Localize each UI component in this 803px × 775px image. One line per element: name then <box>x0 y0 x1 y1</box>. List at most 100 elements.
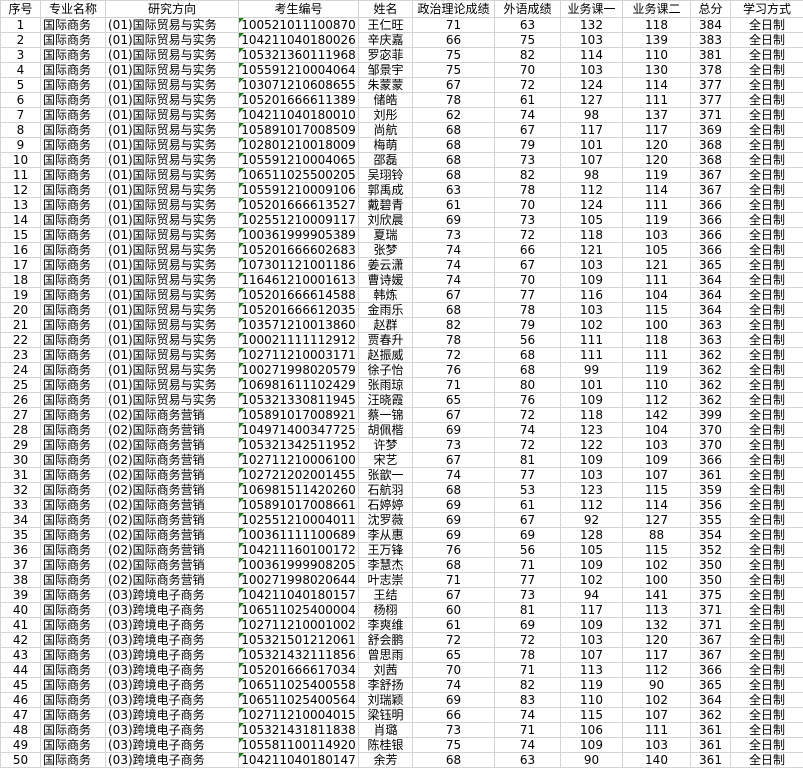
table-cell: 全日制 <box>730 437 803 453</box>
table-cell: 国际商务 <box>40 467 106 483</box>
table-cell: 许梦 <box>358 437 413 453</box>
table-cell: 99 <box>560 362 623 378</box>
table-cell: 72 <box>412 632 495 648</box>
table-cell: 94 <box>560 587 623 603</box>
table-cell: 113 <box>560 662 623 678</box>
table-cell: 国际商务 <box>40 332 106 348</box>
table-cell: 74 <box>494 737 561 753</box>
table-cell: 109 <box>560 617 623 633</box>
table-cell: 李爽维 <box>358 617 413 633</box>
table-cell: 41 <box>0 617 41 633</box>
table-row: 5 国际商务 (01)国际贸易与实务 103071210608655 朱蒙蒙 67 72 12… <box>0 77 803 93</box>
table-cell: 石婷婷 <box>358 497 413 513</box>
table-cell: (01)国际贸易与实务 <box>105 197 239 213</box>
table-cell: 76 <box>412 362 495 378</box>
table-cell: 68 <box>412 482 495 498</box>
table-cell: (01)国际贸易与实务 <box>105 92 239 108</box>
table-cell: 全日制 <box>730 182 803 198</box>
table-row: 17 国际商务 (01)国际贸易与实务 107301121001186 姜云潇 74 67 1… <box>0 257 803 273</box>
table-cell: 国际商务 <box>40 182 106 198</box>
table-cell: 69 <box>494 527 561 543</box>
table-cell: 全日制 <box>730 542 803 558</box>
table-cell: 12 <box>0 182 41 198</box>
table-cell: (01)国际贸易与实务 <box>105 392 239 408</box>
table-cell: 国际商务 <box>40 452 106 468</box>
table-cell: 107 <box>622 707 691 723</box>
table-cell: 63 <box>494 752 561 768</box>
table-cell: 全日制 <box>730 257 803 273</box>
table-row: 46 国际商务 (03)跨境电子商务 106511025400564 刘瑞颖 69 83 11… <box>0 692 803 708</box>
table-cell: 全日制 <box>730 47 803 63</box>
table-row: 47 国际商务 (03)跨境电子商务 102711210004015 梁钰明 66 74 11… <box>0 707 803 723</box>
table-cell: 全日制 <box>730 392 803 408</box>
table-cell: 383 <box>690 32 731 48</box>
table-cell: 377 <box>690 77 731 93</box>
table-cell: 100271998020579 <box>238 362 359 378</box>
table-cell: 22 <box>0 332 41 348</box>
table-cell: 70 <box>412 662 495 678</box>
table-cell: 全日制 <box>730 242 803 258</box>
table-cell: 国际商务 <box>40 482 106 498</box>
table-cell: 102 <box>560 572 623 588</box>
table-cell: 107 <box>622 467 691 483</box>
table-cell: 全日制 <box>730 197 803 213</box>
table-cell: 122 <box>560 437 623 453</box>
table-cell: 国际商务 <box>40 722 106 738</box>
table-cell: 399 <box>690 407 731 423</box>
table-cell: 国际商务 <box>40 287 106 303</box>
table-cell: 国际商务 <box>40 602 106 618</box>
table-cell: 98 <box>560 167 623 183</box>
table-cell: 116 <box>560 287 623 303</box>
table-cell: (01)国际贸易与实务 <box>105 137 239 153</box>
table-cell: 国际商务 <box>40 242 106 258</box>
table-row: 19 国际商务 (01)国际贸易与实务 105201666614588 韩炼 67 77 11… <box>0 287 803 303</box>
table-cell: 377 <box>690 92 731 108</box>
table-cell: 70 <box>494 62 561 78</box>
table-cell: 102551210009117 <box>238 212 359 228</box>
table-cell: (03)跨境电子商务 <box>105 722 239 738</box>
table-row: 41 国际商务 (03)跨境电子商务 102711210001002 李爽维 61 69 10… <box>0 617 803 633</box>
table-cell: 国际商务 <box>40 557 106 573</box>
table-cell: 109 <box>560 392 623 408</box>
table-cell: 梅萌 <box>358 137 413 153</box>
table-cell: 78 <box>494 182 561 198</box>
table-cell: 68 <box>412 122 495 138</box>
table-cell: 371 <box>690 617 731 633</box>
table-cell: 77 <box>494 467 561 483</box>
table-cell: 26 <box>0 392 41 408</box>
table-cell: 106511025400564 <box>238 692 359 708</box>
table-cell: 102801210018009 <box>238 137 359 153</box>
table-cell: 105201666617034 <box>238 662 359 678</box>
table-cell: 全日制 <box>730 602 803 618</box>
table-cell: 叶志崇 <box>358 572 413 588</box>
table-cell: 全日制 <box>730 587 803 603</box>
table-cell: 3 <box>0 47 41 63</box>
table-cell: 刘彤 <box>358 107 413 123</box>
table-cell: 金雨乐 <box>358 302 413 318</box>
table-row: 18 国际商务 (01)国际贸易与实务 116461210001613 曹诗媛 74 70 1… <box>0 272 803 288</box>
table-row: 20 国际商务 (01)国际贸易与实务 105201666612035 金雨乐 68 78 1… <box>0 302 803 318</box>
table-cell: 国际商务 <box>40 737 106 753</box>
table-cell: 102711210004015 <box>238 707 359 723</box>
table-cell: 张雨琼 <box>358 377 413 393</box>
table-cell: 73 <box>412 227 495 243</box>
table-cell: 全日制 <box>730 212 803 228</box>
table-cell: 全日制 <box>730 752 803 768</box>
table-cell: 105321342511952 <box>238 437 359 453</box>
table-cell: 23 <box>0 347 41 363</box>
table-cell: 103 <box>560 302 623 318</box>
table-cell: 国际商务 <box>40 77 106 93</box>
table-cell: 350 <box>690 557 731 573</box>
table-cell: 102551210004011 <box>238 512 359 528</box>
table-row: 27 国际商务 (02)国际商务营销 105891017008921 蔡一锦 67 72 11… <box>0 407 803 423</box>
table-cell: 127 <box>560 92 623 108</box>
table-row: 33 国际商务 (02)国际商务营销 105891017008661 石婷婷 69 61 11… <box>0 497 803 513</box>
table-cell: 74 <box>412 467 495 483</box>
table-cell: 8 <box>0 122 41 138</box>
table-cell: 61 <box>412 197 495 213</box>
table-cell: 全日制 <box>730 167 803 183</box>
table-cell: 全日制 <box>730 62 803 78</box>
table-cell: 71 <box>412 17 495 33</box>
table-cell: 65 <box>412 392 495 408</box>
